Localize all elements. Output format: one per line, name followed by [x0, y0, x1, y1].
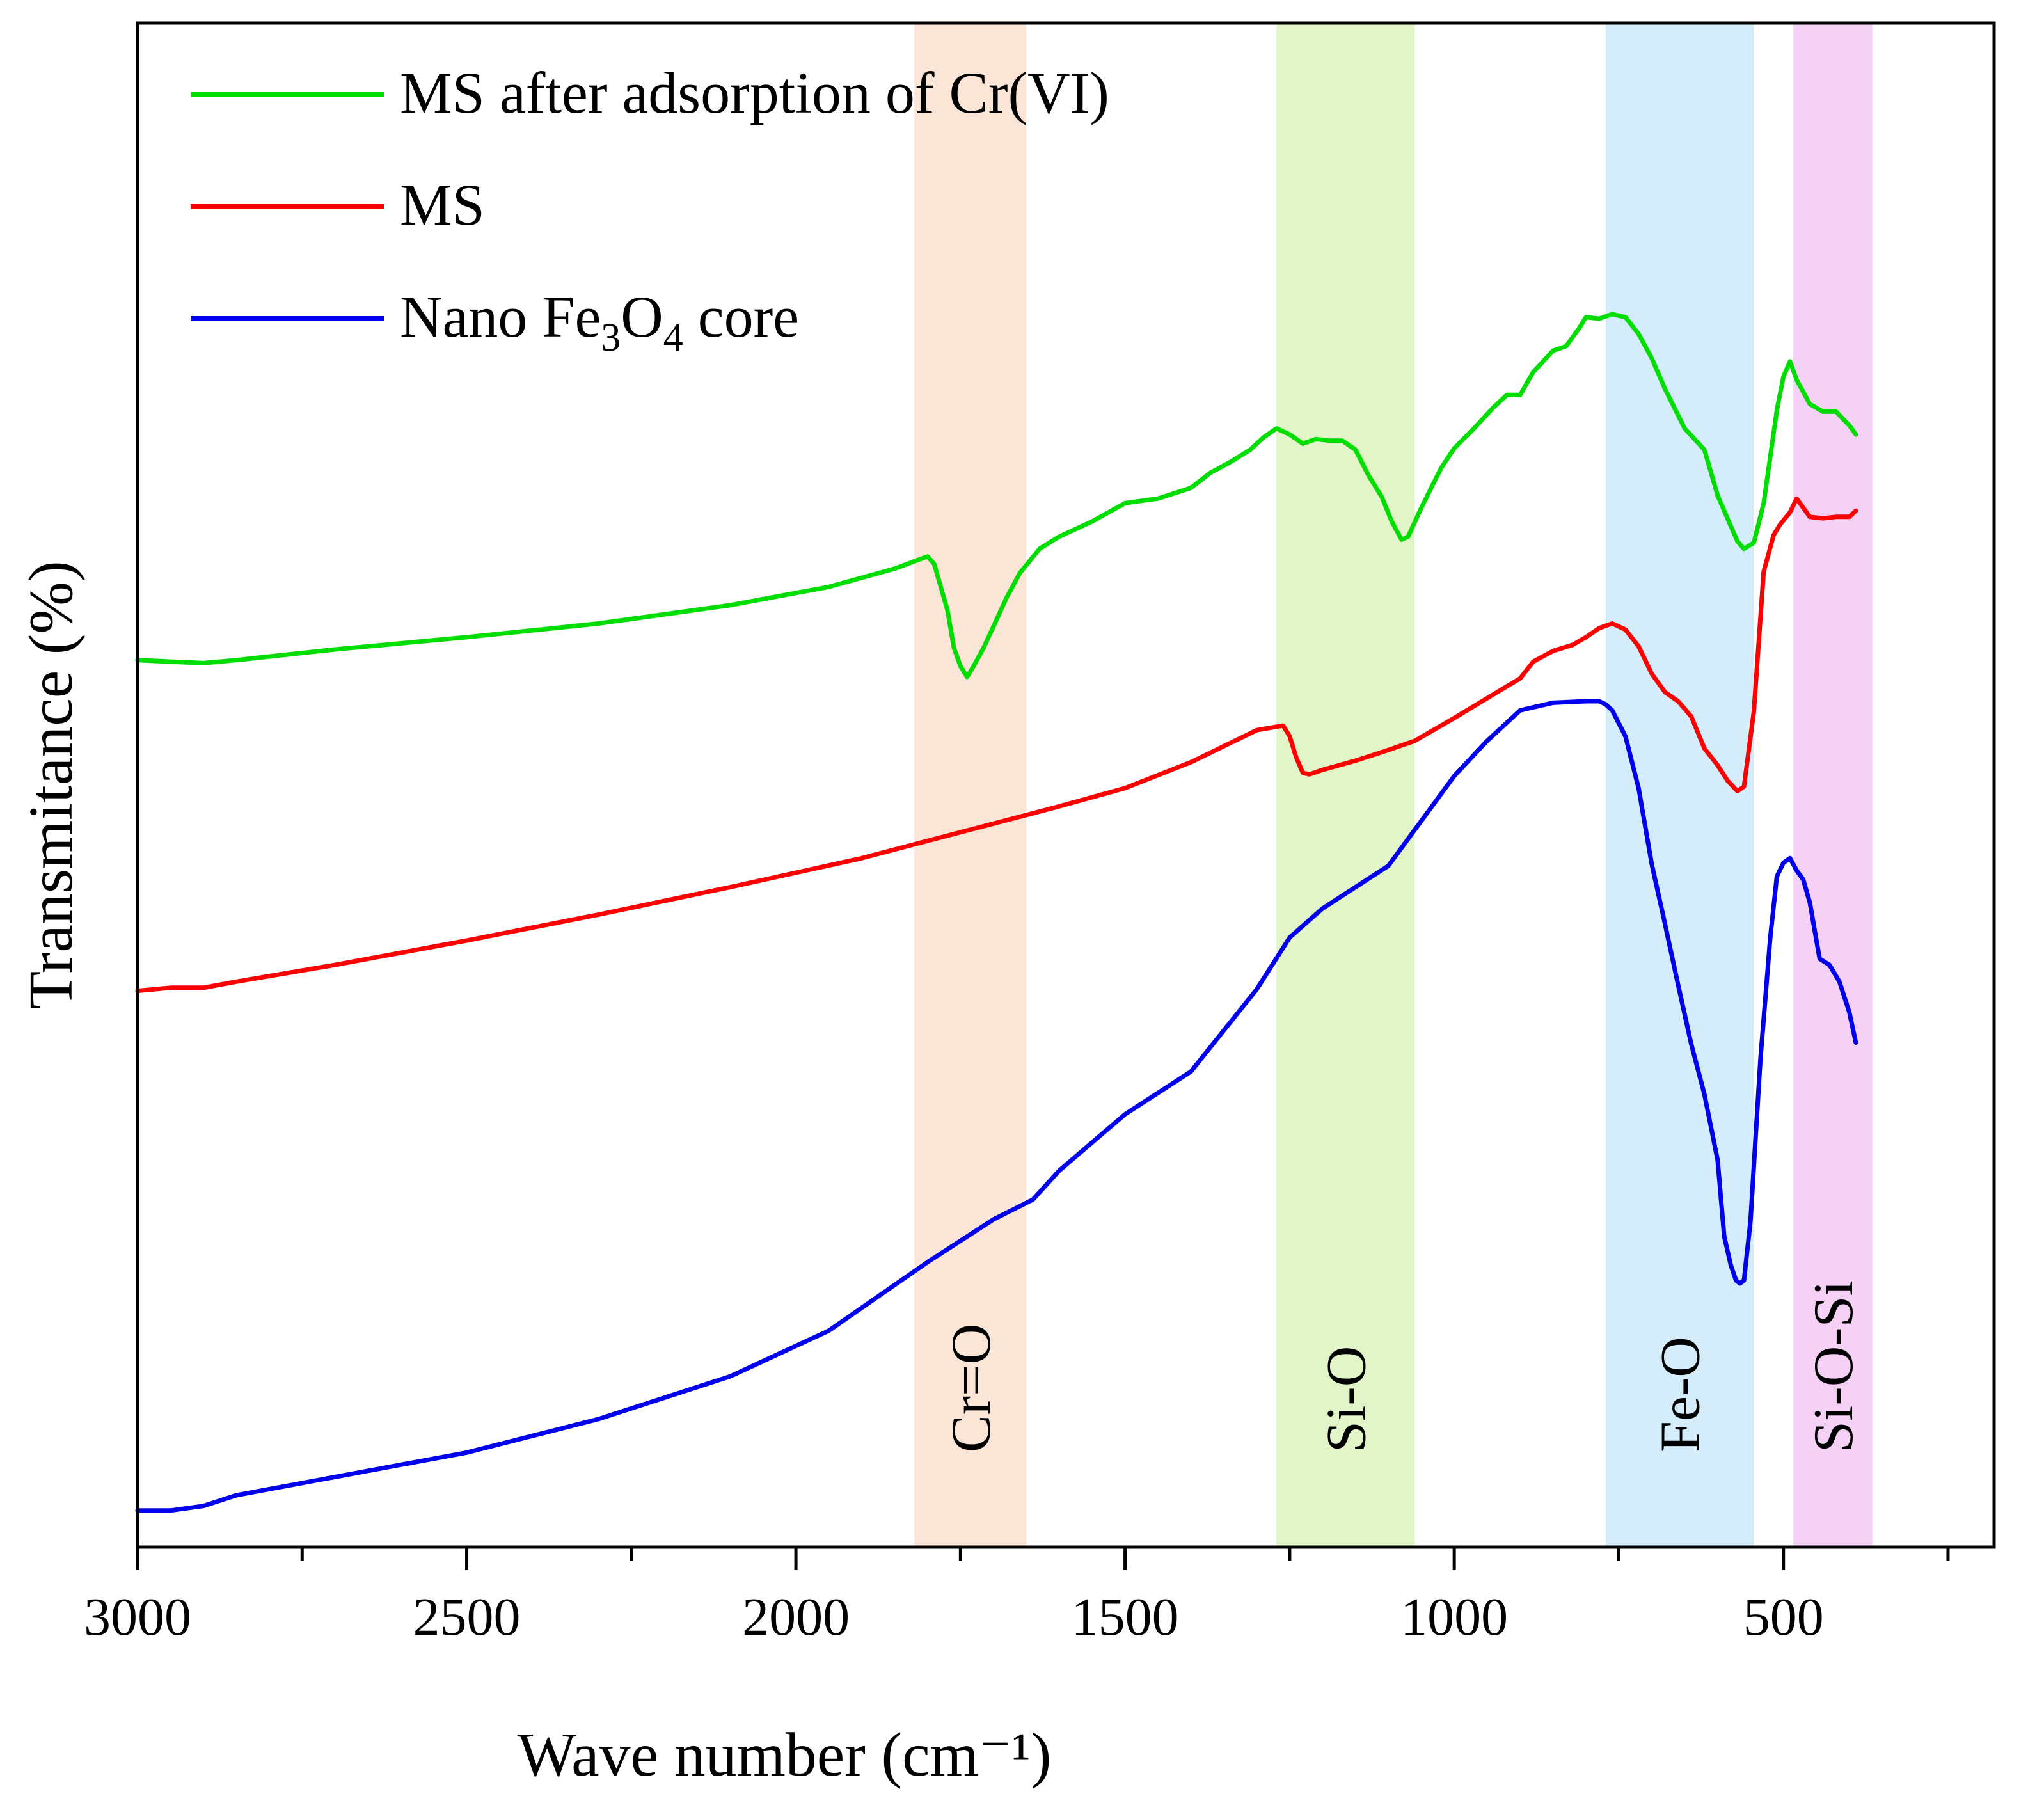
legend-label-part: O	[621, 284, 663, 349]
plot-frame	[136, 21, 1996, 1549]
x-tick-label: 3000	[84, 1587, 191, 1647]
series-line-2	[135, 496, 1858, 994]
legend: MS after adsorption of Cr(VI) MS Nano Fe3O…	[191, 60, 1109, 360]
legend-label-3: Nano Fe3O4 core	[400, 284, 799, 360]
x-tick-label: 2000	[742, 1587, 850, 1647]
legend-label-1: MS after adsorption of Cr(VI)	[400, 60, 1109, 125]
band-label-3: Fe-O	[1650, 1337, 1712, 1452]
band-2	[1276, 23, 1415, 1547]
legend-label-part: 3	[601, 316, 621, 360]
band-4	[1793, 23, 1873, 1547]
band-label-2: Si-O	[1315, 1346, 1377, 1452]
band-label-1: Cr=O	[940, 1324, 1002, 1452]
legend-label-part: core	[683, 284, 799, 349]
x-tick-label: 1000	[1400, 1587, 1508, 1647]
legend-label-part: Nano Fe	[400, 284, 601, 349]
x-axis-label: Wave number (cm⁻¹)	[517, 1721, 1051, 1790]
series-line-1	[135, 312, 1858, 680]
x-tick-label: 500	[1743, 1587, 1824, 1647]
legend-label-2: MS	[400, 172, 485, 237]
band-label-4: Si-O-Si	[1803, 1280, 1865, 1452]
legend-label-part: MS after adsorption of Cr(VI)	[400, 60, 1109, 125]
legend-label-part: MS	[400, 172, 485, 237]
y-axis-label: Transmitance (%)	[17, 560, 86, 1009]
x-tick-label: 1500	[1072, 1587, 1179, 1647]
x-axis-ticks: 3000 2500 2000 1500 1000 500	[84, 1547, 1950, 1647]
x-tick-label: 2500	[413, 1587, 521, 1647]
series-layer	[135, 312, 1858, 1513]
legend-label-part: 4	[663, 316, 683, 360]
band-1	[914, 23, 1027, 1547]
series-line-3	[135, 699, 1858, 1513]
